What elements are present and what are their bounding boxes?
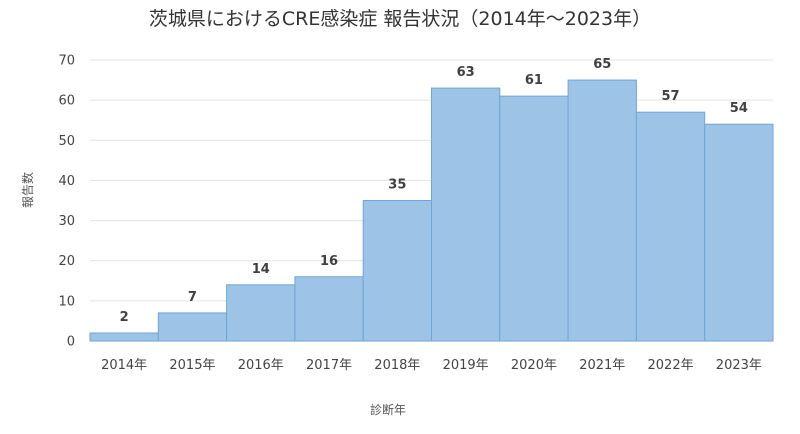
y-tick-label: 60 <box>58 94 75 109</box>
data-label: 65 <box>593 57 611 72</box>
x-tick-label: 2017年 <box>306 358 352 373</box>
bar-5 <box>362 200 433 342</box>
bar-10 <box>704 123 774 342</box>
chart-title: 茨城県におけるCRE感染症 報告状況（2014年〜2023年） <box>149 8 651 30</box>
bar-9 <box>635 111 706 342</box>
x-tick-label: 2023年 <box>716 358 762 373</box>
bar-7 <box>499 95 569 342</box>
x-tick-label: 2021年 <box>579 358 625 373</box>
y-axis-label: 報告数 <box>20 172 35 208</box>
data-label: 54 <box>730 101 748 116</box>
bar-1 <box>89 332 159 342</box>
y-tick-label: 20 <box>58 254 75 269</box>
data-label: 2 <box>120 310 129 325</box>
x-tick-label: 2019年 <box>443 358 489 373</box>
bar-6 <box>431 87 501 342</box>
x-tick-labels: 2014年 2015年 2016年 2017年 2018年 2019年 2020年 2021年… <box>101 358 762 373</box>
y-tick-label: 10 <box>58 294 75 309</box>
bar-2 <box>157 312 228 342</box>
x-tick-label: 2015年 <box>169 358 215 373</box>
y-tick-label: 40 <box>58 174 75 189</box>
data-label: 35 <box>388 178 406 193</box>
bar-8 <box>567 79 637 342</box>
data-labels: 2 7 14 16 35 63 61 65 57 54 <box>120 57 748 325</box>
y-tick-label: 70 <box>58 54 75 69</box>
bars-layer <box>89 79 774 342</box>
x-tick-label: 2016年 <box>238 358 284 373</box>
x-tick-label: 2014年 <box>101 358 147 373</box>
x-axis-label: 診断年 <box>370 402 406 417</box>
y-tick-labels: 0 10 20 30 40 50 60 70 <box>58 54 75 350</box>
x-tick-label: 2022年 <box>648 358 694 373</box>
bar-4 <box>294 276 364 342</box>
y-tick-label: 0 <box>67 335 75 350</box>
data-label: 14 <box>252 262 270 277</box>
data-label: 16 <box>320 254 338 269</box>
data-label: 61 <box>525 73 543 88</box>
bar-3 <box>226 284 296 342</box>
y-tick-label: 50 <box>58 134 75 149</box>
data-label: 7 <box>188 290 197 305</box>
data-label: 63 <box>457 65 475 80</box>
y-tick-label: 30 <box>58 214 75 229</box>
x-tick-label: 2020年 <box>511 358 557 373</box>
data-label: 57 <box>662 89 680 104</box>
x-tick-label: 2018年 <box>374 358 420 373</box>
